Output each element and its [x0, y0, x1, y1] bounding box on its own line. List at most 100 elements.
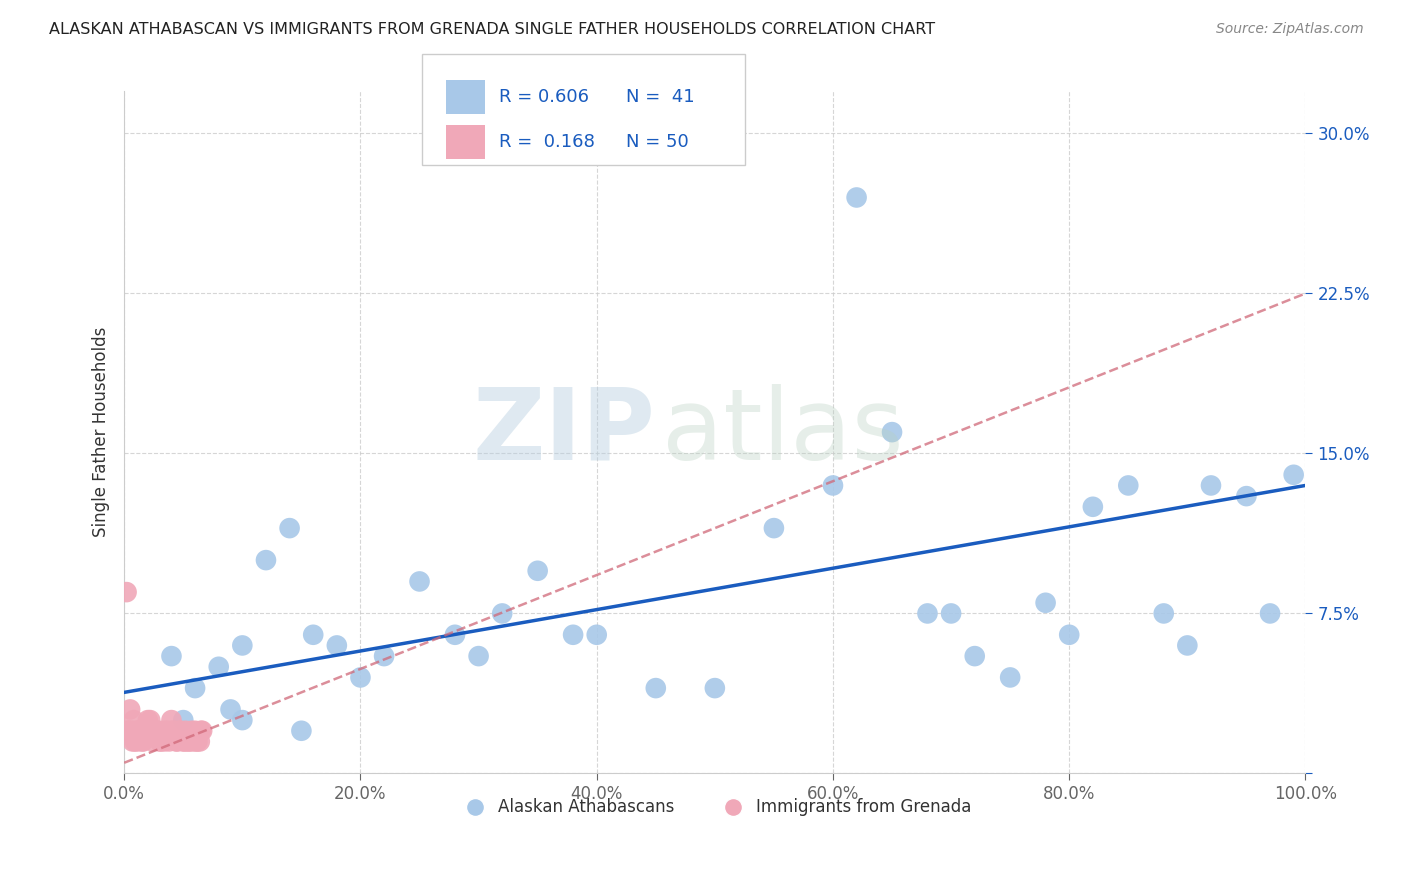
Point	[1282, 467, 1305, 482]
Point	[491, 607, 513, 621]
Point	[408, 574, 430, 589]
Point	[326, 639, 349, 653]
Point	[155, 723, 177, 738]
Point	[444, 628, 467, 642]
Point	[190, 723, 212, 738]
Point	[131, 734, 153, 748]
Point	[142, 723, 165, 738]
Point	[1153, 607, 1175, 621]
Text: N =  41: N = 41	[626, 88, 695, 106]
Point	[115, 585, 138, 599]
Point	[1035, 596, 1057, 610]
Point	[181, 734, 204, 748]
Point	[135, 723, 157, 738]
Point	[917, 607, 939, 621]
Point	[562, 628, 585, 642]
Point	[963, 649, 986, 664]
Point	[169, 723, 191, 738]
Point	[117, 723, 139, 738]
Text: R =  0.168: R = 0.168	[499, 133, 595, 151]
Point	[1199, 478, 1222, 492]
Y-axis label: Single Father Households: Single Father Households	[93, 327, 110, 537]
Point	[125, 723, 148, 738]
Point	[127, 734, 149, 748]
Point	[939, 607, 962, 621]
Point	[121, 734, 143, 748]
Point	[208, 660, 231, 674]
Text: atlas: atlas	[662, 384, 903, 481]
Point	[122, 713, 145, 727]
Point	[373, 649, 395, 664]
Point	[219, 702, 242, 716]
Text: ZIP: ZIP	[472, 384, 655, 481]
Text: Source: ZipAtlas.com: Source: ZipAtlas.com	[1216, 22, 1364, 37]
Point	[136, 713, 159, 727]
Point	[184, 681, 207, 695]
Point	[302, 628, 325, 642]
Point	[120, 702, 142, 716]
Point	[150, 723, 173, 738]
Point	[179, 734, 201, 748]
Point	[160, 649, 183, 664]
Point	[1258, 607, 1281, 621]
Point	[349, 670, 371, 684]
Point	[160, 713, 183, 727]
Point	[1081, 500, 1104, 514]
Point	[124, 734, 146, 748]
Point	[186, 734, 208, 748]
Point	[1234, 489, 1257, 503]
Point	[526, 564, 548, 578]
Point	[134, 723, 156, 738]
Point	[278, 521, 301, 535]
Point	[1057, 628, 1080, 642]
Point	[188, 734, 211, 748]
Point	[127, 723, 149, 738]
Point	[132, 734, 155, 748]
Point	[180, 723, 202, 738]
Point	[139, 713, 162, 727]
Point	[1116, 478, 1139, 492]
Point	[290, 723, 312, 738]
Point	[163, 723, 186, 738]
Point	[880, 425, 903, 439]
Point	[184, 723, 207, 738]
Point	[156, 723, 179, 738]
Point	[998, 670, 1021, 684]
Legend: Alaskan Athabascans, Immigrants from Grenada: Alaskan Athabascans, Immigrants from Gre…	[451, 792, 979, 823]
Point	[173, 734, 195, 748]
Point	[165, 734, 187, 748]
Point	[120, 723, 142, 738]
Point	[585, 628, 607, 642]
Point	[177, 734, 200, 748]
Point	[157, 734, 180, 748]
Point	[170, 723, 193, 738]
Point	[191, 723, 214, 738]
Point	[128, 723, 150, 738]
Point	[186, 734, 208, 748]
Text: ALASKAN ATHABASCAN VS IMMIGRANTS FROM GRENADA SINGLE FATHER HOUSEHOLDS CORRELATI: ALASKAN ATHABASCAN VS IMMIGRANTS FROM GR…	[49, 22, 935, 37]
Point	[845, 190, 868, 204]
Point	[145, 723, 167, 738]
Point	[231, 713, 253, 727]
Point	[172, 734, 194, 748]
Point	[762, 521, 785, 535]
Point	[231, 639, 253, 653]
Point	[153, 734, 176, 748]
Point	[166, 734, 188, 748]
Point	[644, 681, 666, 695]
Point	[174, 723, 197, 738]
Point	[1175, 639, 1198, 653]
Point	[162, 723, 184, 738]
Point	[254, 553, 277, 567]
Text: N = 50: N = 50	[626, 133, 689, 151]
Point	[149, 734, 172, 748]
Point	[118, 723, 141, 738]
Point	[142, 734, 165, 748]
Point	[467, 649, 489, 664]
Point	[703, 681, 725, 695]
Point	[821, 478, 844, 492]
Point	[138, 723, 160, 738]
Text: R = 0.606: R = 0.606	[499, 88, 589, 106]
Point	[149, 734, 172, 748]
Point	[146, 723, 169, 738]
